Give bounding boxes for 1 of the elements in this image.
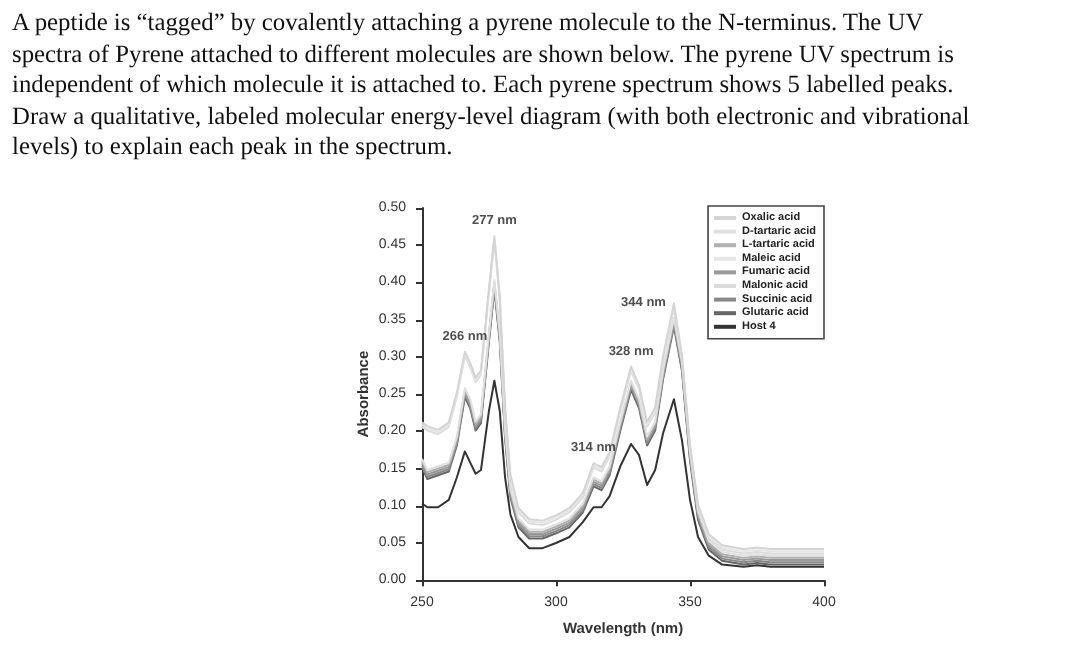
chart-title: A peptide is “tagged” by covalently attaching a pyrene molecule to the N-terminus. The UV spectra of Pyrene attached to different molecules are shown below. The pyrene UV spectrum is independent of which molecule it is attached to. Each pyrene spectrum shows 5 labelled peaks. Draw a qualitative, labeled molecular energy-level diagram (with both electronic and vibrational levels) to explain each peak in the spectrum. — [12, 8, 972, 163]
